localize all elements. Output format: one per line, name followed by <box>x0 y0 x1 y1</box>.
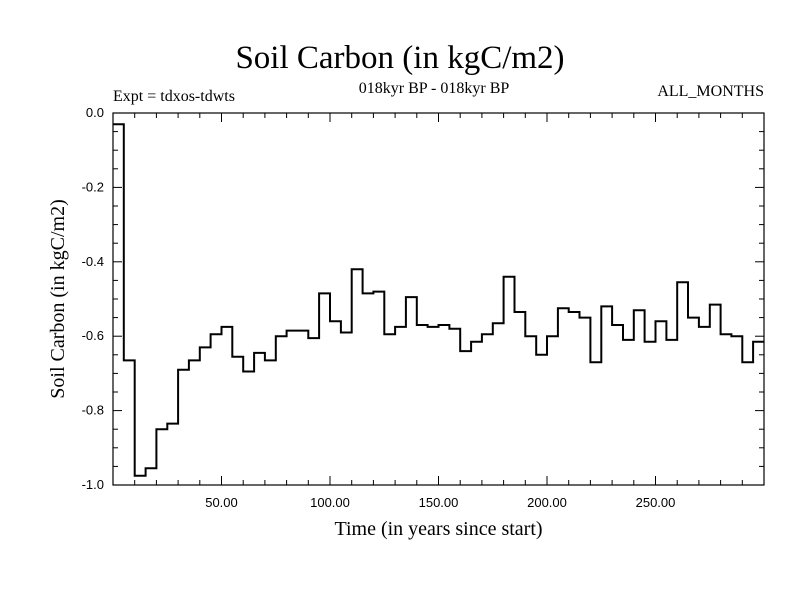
chart-subtitle: 018kyr BP - 018kyr BP <box>358 80 510 97</box>
x-tick-label: 100.00 <box>310 495 350 510</box>
chart-title: Soil Carbon (in kgC/m2) <box>235 40 565 76</box>
y-tick-label: -0.8 <box>82 403 104 418</box>
y-tick-label: -0.2 <box>82 179 104 194</box>
soil-carbon-series-line <box>113 123 764 477</box>
x-tick-label: 250.00 <box>636 495 676 510</box>
y-axis-label: Soil Carbon (in kgC/m2) <box>47 199 69 398</box>
y-tick-label: -0.4 <box>82 254 104 269</box>
experiment-label: Expt = tdxos-tdwts <box>113 88 235 105</box>
axis-ticks <box>113 113 764 485</box>
y-tick-label: 0.0 <box>86 105 104 120</box>
x-tick-label: 50.00 <box>205 495 238 510</box>
y-tick-label: -0.6 <box>82 328 104 343</box>
x-axis-label: Time (in years since start) <box>334 518 542 540</box>
x-tick-label: 200.00 <box>527 495 567 510</box>
axis-tick-labels: 50.00 100.00 150.00 200.00 250.00 0.0 -0.2 -0.4… <box>82 105 676 510</box>
x-tick-label: 150.00 <box>419 495 459 510</box>
months-label: ALL_MONTHS <box>657 83 764 100</box>
y-tick-label: -1.0 <box>82 477 104 492</box>
plot-frame <box>112 112 765 486</box>
